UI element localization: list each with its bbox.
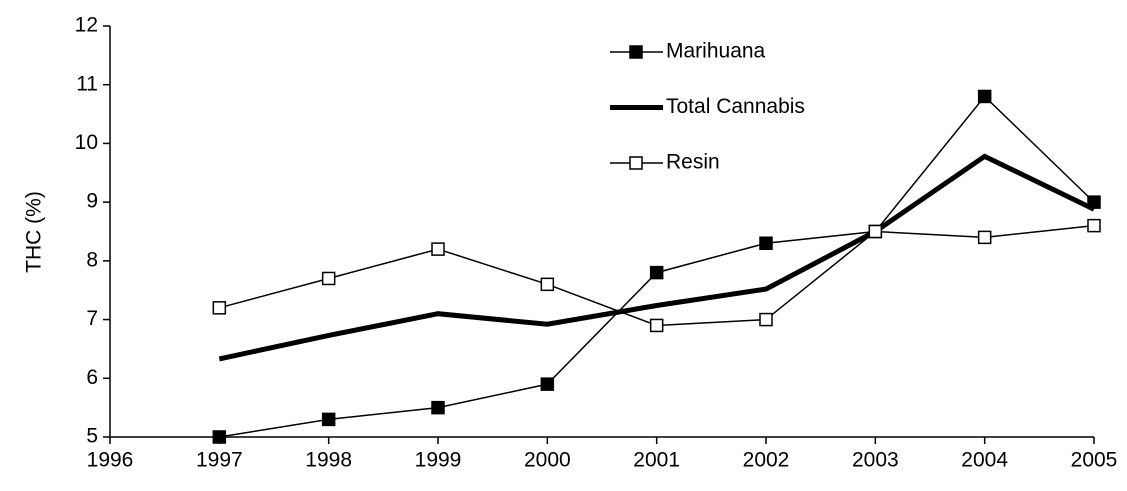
legend-label: Marihuana [666, 40, 766, 63]
data-point [977, 89, 992, 104]
data-point [540, 277, 555, 292]
y-tick-label: 5 [86, 425, 98, 448]
data-point [759, 312, 773, 327]
legend-marker [629, 45, 643, 59]
legend-label: Total Cannabis [666, 95, 805, 118]
data-point [212, 301, 227, 315]
data-point [431, 242, 445, 256]
data-point [321, 412, 336, 427]
legend-marker [629, 156, 643, 170]
y-tick-label: 8 [86, 248, 98, 271]
x-tick-label: 2004 [961, 449, 1008, 472]
data-point [321, 271, 336, 286]
x-tick-label: 1999 [415, 449, 462, 472]
data-point [431, 400, 445, 415]
legend-label: Resin [666, 151, 720, 174]
x-tick-label: 1998 [305, 449, 352, 472]
x-tick-label: 2002 [743, 449, 790, 472]
x-tick-label: 2005 [1071, 449, 1118, 472]
y-tick-label: 7 [86, 307, 98, 330]
data-point [977, 230, 992, 245]
data-point [1087, 195, 1101, 209]
x-tick-label: 1997 [196, 449, 243, 472]
y-tick-label: 11 [76, 72, 98, 95]
data-point [540, 377, 555, 391]
y-tick-label: 6 [86, 366, 98, 389]
y-tick-label: 12 [75, 14, 98, 37]
data-point [649, 318, 664, 333]
data-point [759, 236, 773, 250]
x-tick-label: 1996 [87, 449, 134, 472]
x-tick-label: 2000 [524, 449, 571, 472]
y-axis-label: THC (%) [23, 191, 46, 273]
data-point [649, 265, 664, 280]
y-tick-label: 10 [75, 131, 98, 154]
x-tick-label: 2003 [852, 449, 899, 472]
series-line [218, 153, 1096, 362]
data-point [1087, 218, 1101, 233]
y-tick-label: 9 [86, 190, 98, 213]
data-point [212, 430, 227, 444]
x-tick-label: 2001 [633, 449, 680, 472]
data-point [868, 224, 883, 239]
